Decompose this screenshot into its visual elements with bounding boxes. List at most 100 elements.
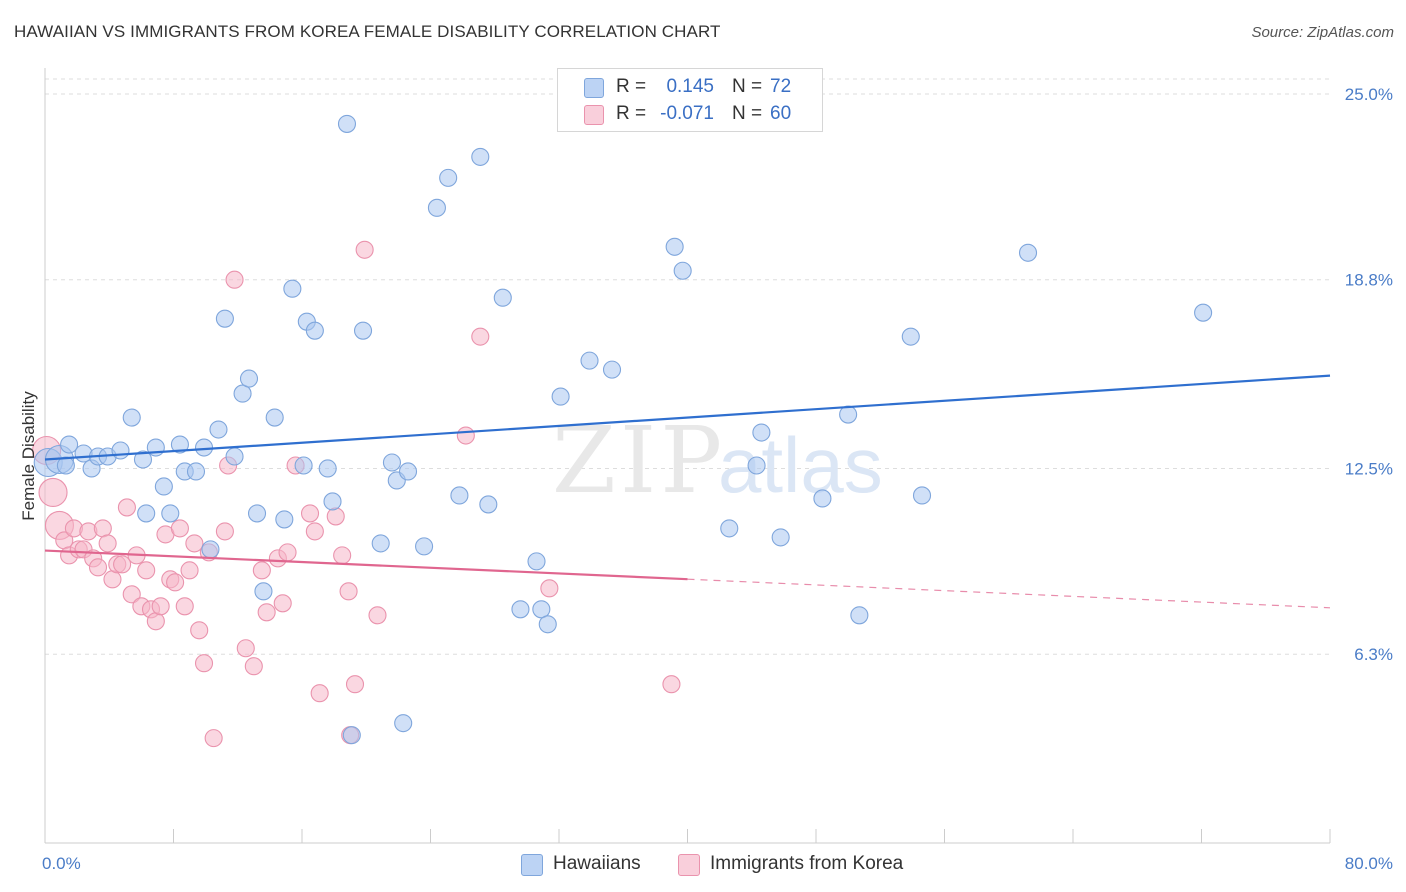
legend-swatch-blue: [521, 854, 543, 876]
hawaiian-point: [813, 489, 832, 508]
korea-point: [170, 519, 189, 538]
hawaiian-point: [752, 423, 771, 442]
korea-point: [456, 426, 475, 445]
x-tick-label: 0.0%: [42, 854, 81, 873]
korea-point: [225, 270, 244, 289]
hawaiian-point: [912, 486, 932, 505]
hawaiian-point: [337, 114, 357, 133]
korea-point: [93, 519, 112, 538]
hawaiian-point: [318, 459, 337, 478]
legend-n-label: N =: [732, 76, 763, 97]
korea-point: [540, 579, 559, 598]
hawaiian-point: [415, 537, 434, 556]
korea-point: [166, 573, 185, 592]
hawaiian-point: [254, 582, 273, 601]
korea-point: [257, 603, 276, 622]
korea-point: [252, 561, 271, 580]
x-tick-label: 80.0%: [1345, 854, 1393, 873]
legend-n-value: 60: [770, 103, 792, 124]
hawaiian-point: [394, 714, 413, 733]
korea-point: [326, 507, 345, 526]
hawaiian-point: [170, 435, 189, 454]
korea-point: [355, 240, 374, 259]
hawaiian-point: [850, 606, 869, 625]
trend-line-solid: [44, 374, 1331, 461]
hawaiian-points: [33, 114, 1213, 745]
hawaiian-point: [137, 504, 156, 523]
hawaiian-point: [305, 321, 324, 340]
korea-point: [38, 477, 68, 508]
legend-n-value: 72: [770, 76, 792, 97]
hawaiian-point: [665, 237, 684, 256]
hawaiian-point: [580, 351, 599, 370]
hawaiian-point: [209, 420, 228, 439]
hawaiian-point: [901, 327, 920, 346]
hawaiian-point: [111, 441, 130, 460]
korea-point: [273, 594, 292, 613]
hawaiian-point: [720, 519, 739, 538]
chart-title: HAWAIIAN VS IMMIGRANTS FROM KOREA FEMALE…: [14, 22, 721, 41]
hawaiian-point: [215, 309, 234, 328]
hawaiian-point: [201, 540, 220, 559]
korea-point: [333, 546, 352, 565]
korea-point: [244, 657, 263, 676]
korea-point: [471, 327, 490, 346]
legend-r-label: R =: [616, 103, 647, 124]
legend-row-korea: R = -0.071 N = 60: [558, 101, 822, 127]
y-tick-label: 6.3%: [1354, 645, 1393, 664]
hawaiian-point: [747, 456, 766, 475]
hawaiian-point: [439, 168, 458, 187]
legend-label-hawaiians: Hawaiians: [553, 853, 641, 874]
korea-point: [215, 522, 234, 541]
korea-point: [180, 561, 199, 580]
legend-label-korea: Immigrants from Korea: [710, 853, 904, 874]
korea-point: [662, 675, 681, 694]
korea-point: [368, 606, 387, 625]
hawaiian-point: [342, 726, 361, 745]
legend-row-hawaiians: R = 0.145 N = 72: [558, 74, 822, 100]
hawaiian-point: [551, 387, 570, 406]
legend-swatch-blue: [584, 78, 604, 98]
korea-point: [305, 522, 324, 541]
hawaiian-point: [60, 435, 79, 454]
legend-n-label: N =: [732, 103, 763, 124]
watermark-atlas: atlas: [718, 421, 883, 509]
hawaiian-point: [225, 447, 244, 466]
korea-point: [204, 729, 223, 748]
hawaiian-point: [471, 147, 490, 166]
korea-point: [137, 561, 156, 580]
hawaiian-point: [294, 456, 313, 475]
korea-point: [185, 534, 204, 553]
hawaiian-point: [323, 492, 342, 511]
hawaiian-point: [154, 477, 173, 496]
trend-lines: [44, 374, 1331, 609]
hawaiian-point: [382, 453, 402, 472]
hawaiian-point: [161, 504, 180, 523]
korea-point: [113, 555, 132, 574]
korea-point: [103, 570, 122, 589]
legend-r-value: 0.145: [666, 76, 714, 97]
korea-point: [146, 612, 165, 631]
hawaiian-point: [1018, 243, 1038, 262]
series-legend: Hawaiians Immigrants from Korea: [0, 852, 1406, 878]
correlation-legend: R = 0.145 N = 72 R = -0.071 N = 60: [557, 68, 823, 132]
hawaiian-point: [771, 528, 790, 547]
legend-r-label: R =: [616, 76, 647, 97]
korea-point: [98, 534, 117, 553]
y-tick-label: 25.0%: [1345, 85, 1393, 104]
hawaiian-point: [398, 462, 418, 481]
y-tick-label: 12.5%: [1345, 459, 1393, 478]
hawaiian-point: [283, 279, 302, 298]
hawaiian-point: [247, 504, 267, 523]
korea-point: [345, 675, 365, 694]
hawaiian-point: [133, 450, 153, 469]
korea-point: [310, 684, 329, 703]
hawaiian-point: [493, 288, 512, 307]
hawaiian-point: [427, 198, 446, 217]
chart-source: Source: ZipAtlas.com: [1251, 24, 1394, 41]
korea-point: [88, 558, 108, 577]
y-axis-title: Female Disability: [19, 391, 38, 521]
korea-point: [175, 597, 194, 616]
hawaiian-point: [602, 360, 622, 379]
korea-point: [190, 621, 209, 640]
